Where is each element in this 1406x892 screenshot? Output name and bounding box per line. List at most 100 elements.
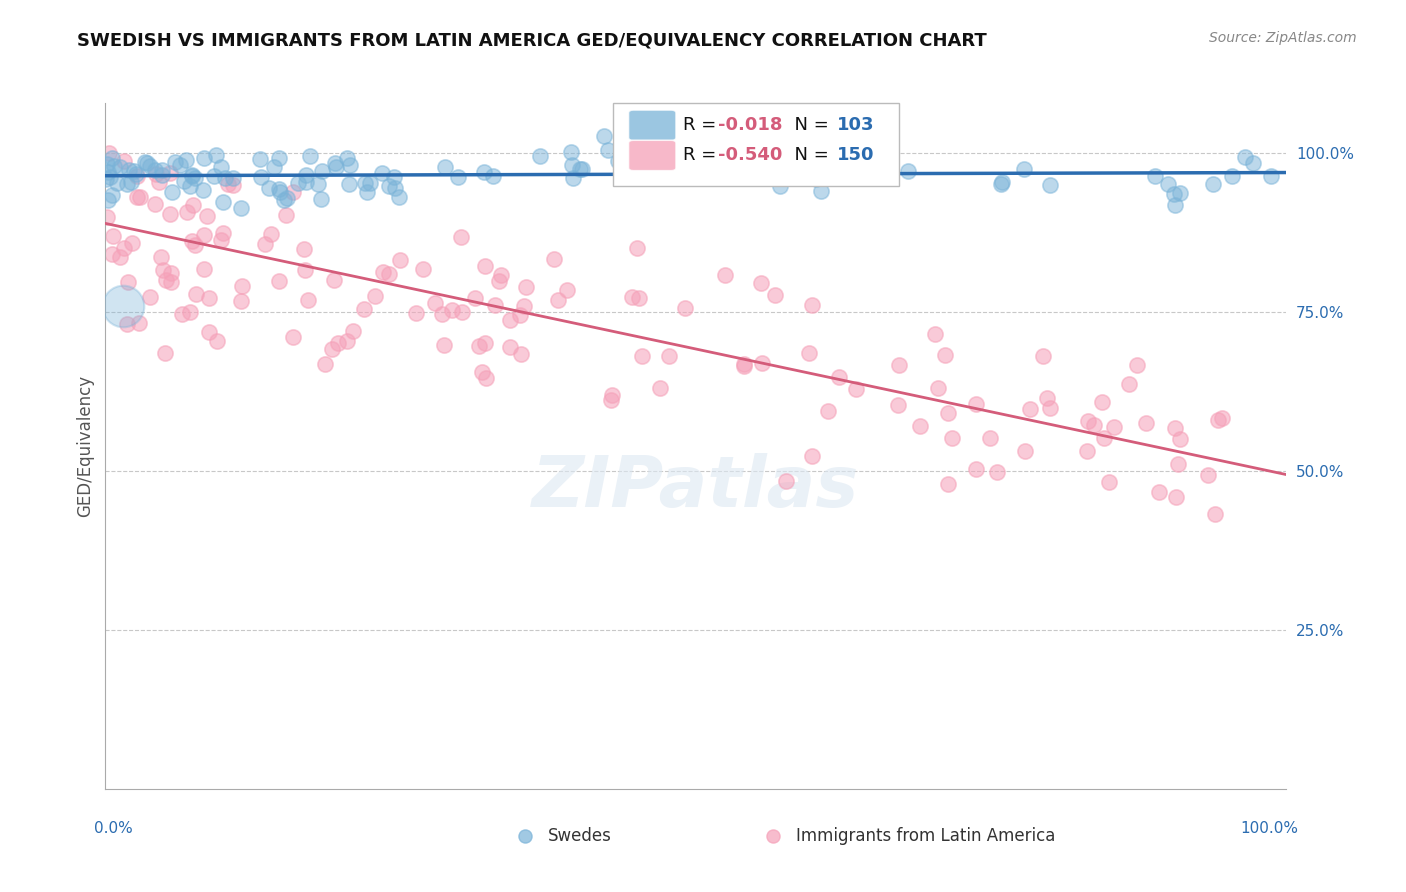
Text: N =: N = [783, 146, 835, 164]
Point [323, 273, 346, 287]
Text: Swedes: Swedes [548, 827, 612, 845]
Point [606, 154, 628, 169]
Point [195, 210, 218, 224]
Point [97, 165, 120, 179]
Point [193, 261, 215, 276]
Point [621, 290, 644, 304]
Point [150, 250, 173, 264]
Point [471, 365, 494, 379]
Text: Immigrants from Latin America: Immigrants from Latin America [796, 827, 1056, 845]
Point [181, 168, 204, 182]
Point [412, 262, 434, 277]
Point [1019, 401, 1042, 416]
Point [276, 191, 298, 205]
Point [440, 302, 463, 317]
Point [484, 297, 506, 311]
Point [125, 190, 148, 204]
Point [1202, 178, 1225, 192]
Point [165, 155, 187, 169]
Point [143, 197, 166, 211]
Point [1260, 169, 1282, 183]
Text: R =: R = [683, 146, 721, 164]
Point [733, 357, 755, 371]
Point [323, 156, 346, 170]
Point [353, 301, 375, 316]
Point [98, 170, 121, 185]
Point [295, 175, 318, 189]
Point [217, 177, 239, 191]
Point [547, 293, 569, 308]
Text: 100.0%: 100.0% [1240, 822, 1298, 836]
Point [159, 266, 181, 280]
Point [405, 306, 427, 320]
Point [560, 145, 582, 160]
Point [184, 286, 207, 301]
Point [800, 450, 823, 464]
Point [214, 171, 236, 186]
Point [152, 263, 174, 277]
Point [222, 178, 245, 193]
Point [451, 305, 474, 319]
Point [101, 188, 124, 202]
Point [101, 151, 124, 165]
Point [569, 161, 592, 176]
Point [986, 465, 1008, 479]
Point [97, 146, 120, 161]
Point [1083, 417, 1105, 432]
Point [733, 359, 755, 373]
Point [231, 279, 253, 293]
Point [543, 252, 565, 267]
Point [673, 301, 696, 315]
Point [561, 158, 583, 172]
Point [515, 280, 537, 294]
Point [150, 163, 173, 178]
Point [180, 169, 202, 183]
Point [354, 176, 377, 190]
Point [229, 201, 252, 215]
Point [198, 325, 221, 339]
Point [382, 169, 405, 184]
Point [389, 252, 412, 267]
Point [337, 177, 360, 191]
Point [363, 289, 385, 303]
Point [1147, 485, 1170, 500]
Point [326, 336, 349, 351]
Point [1166, 490, 1188, 504]
Point [489, 268, 512, 283]
Point [103, 159, 125, 173]
Point [321, 342, 343, 356]
Point [1035, 392, 1057, 406]
Point [115, 177, 138, 191]
Point [1163, 187, 1185, 202]
Point [1077, 414, 1099, 428]
Point [176, 204, 198, 219]
Point [384, 181, 406, 195]
Point [101, 782, 124, 797]
Point [101, 229, 124, 244]
Point [356, 186, 378, 200]
Point [626, 241, 648, 255]
Point [845, 382, 868, 396]
Point [1157, 177, 1180, 191]
Point [600, 388, 623, 402]
Point [259, 181, 281, 195]
Point [887, 358, 910, 372]
Point [1039, 178, 1062, 192]
Point [474, 259, 496, 273]
Point [263, 161, 285, 175]
Point [1168, 432, 1191, 446]
Point [562, 171, 585, 186]
Point [115, 318, 138, 332]
Point [98, 782, 121, 797]
Point [105, 176, 128, 190]
Point [125, 169, 148, 183]
Point [193, 151, 215, 165]
Point [108, 161, 131, 175]
Point [1144, 169, 1167, 183]
Point [769, 179, 792, 194]
Point [253, 236, 276, 251]
Point [211, 195, 233, 210]
Point [776, 164, 799, 178]
Point [979, 431, 1001, 445]
Point [763, 288, 786, 302]
